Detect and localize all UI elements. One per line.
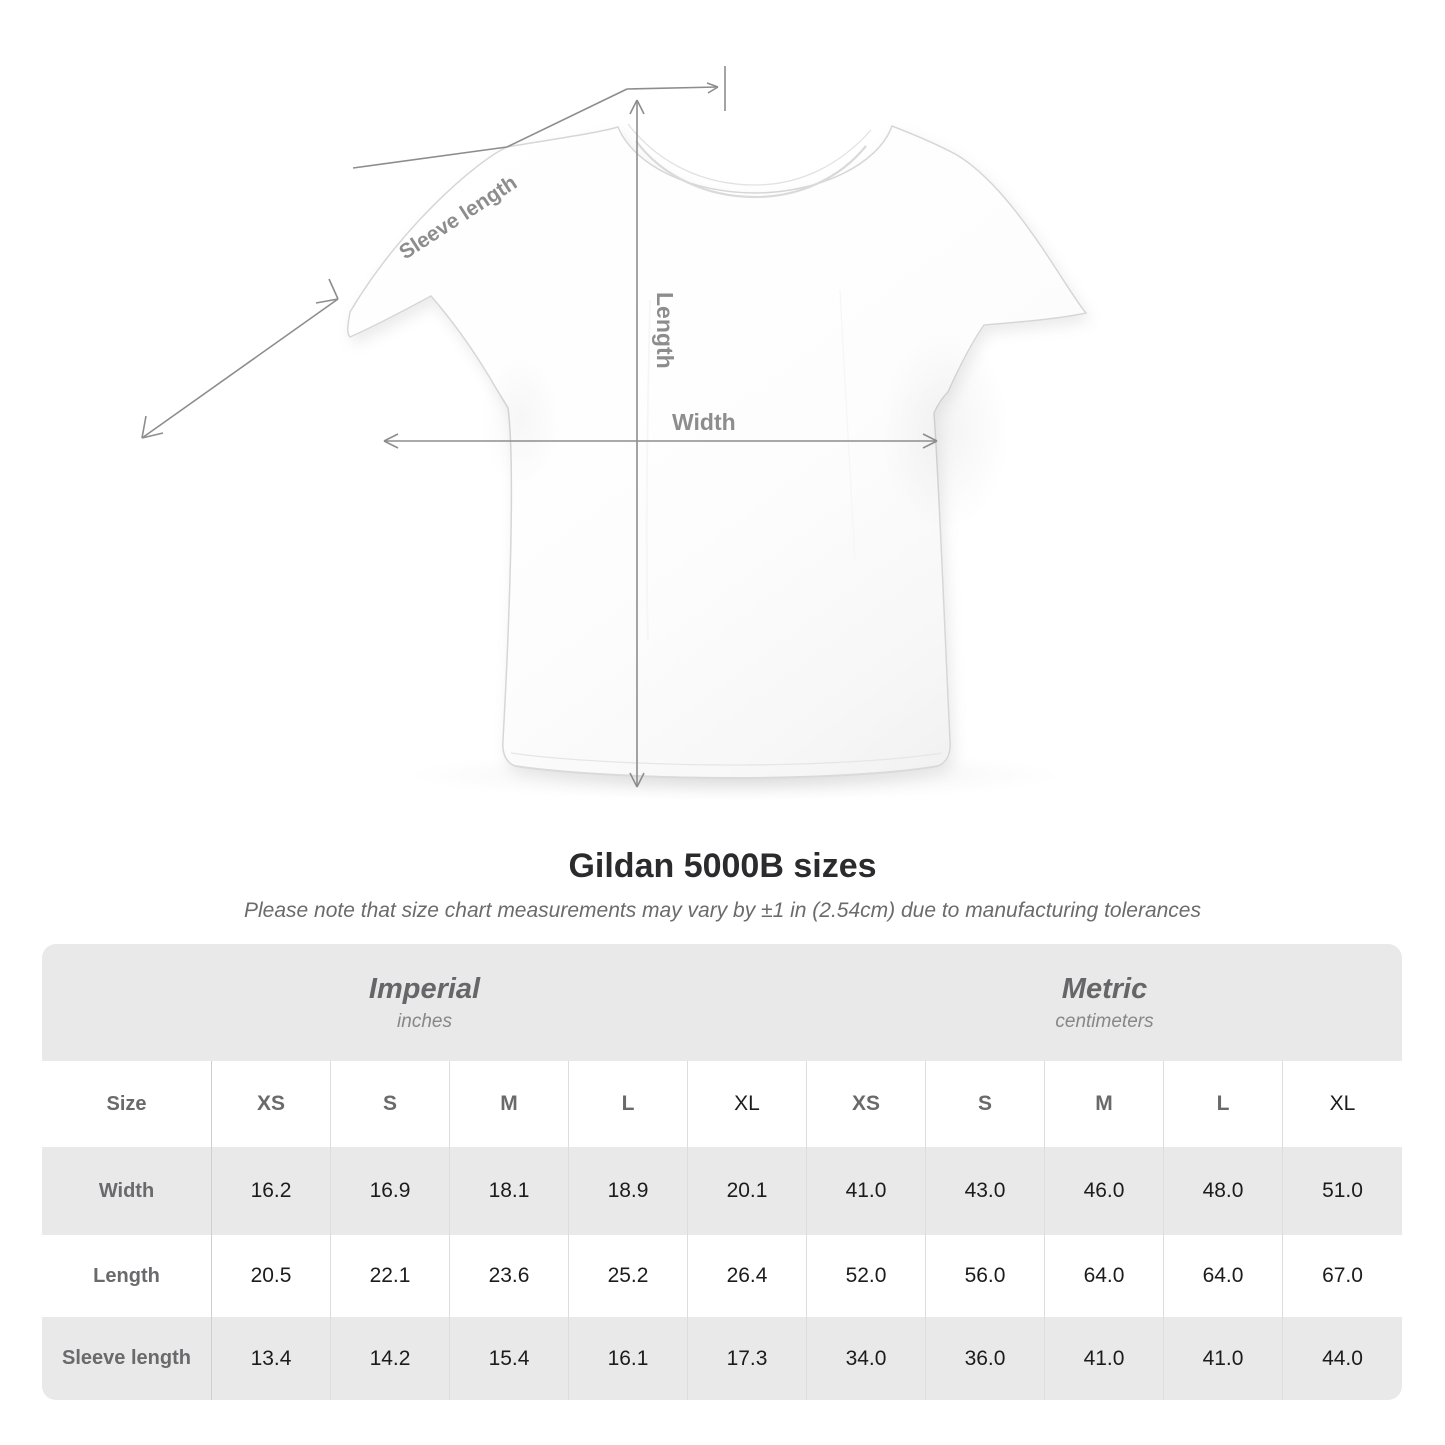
svg-text:Width: Width [672, 409, 736, 435]
svg-text:Length: Length [652, 292, 678, 369]
svg-text:Sleeve length: Sleeve length [395, 171, 521, 264]
